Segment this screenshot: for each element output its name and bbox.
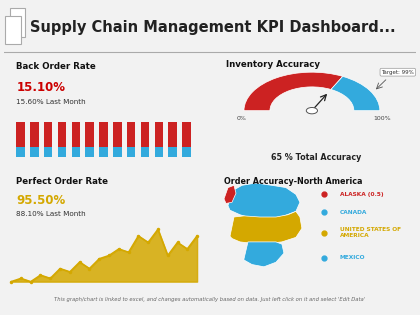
- Bar: [141, 147, 150, 157]
- Bar: [155, 122, 163, 147]
- Text: 0%: 0%: [237, 116, 247, 121]
- Text: 15.60% Last Month: 15.60% Last Month: [16, 99, 86, 105]
- Bar: [30, 122, 39, 147]
- Polygon shape: [228, 183, 300, 219]
- Wedge shape: [331, 76, 380, 111]
- Bar: [141, 122, 150, 147]
- Text: Target: 99%: Target: 99%: [381, 70, 414, 75]
- Wedge shape: [244, 72, 343, 111]
- Circle shape: [306, 107, 318, 114]
- Text: MEXICO: MEXICO: [340, 255, 365, 260]
- Bar: [127, 122, 136, 147]
- Text: 88.10% Last Month: 88.10% Last Month: [16, 211, 86, 217]
- Bar: [182, 122, 191, 147]
- Bar: [99, 147, 108, 157]
- Text: 95.50%: 95.50%: [16, 194, 66, 207]
- Bar: [58, 147, 66, 157]
- Polygon shape: [244, 242, 284, 267]
- Bar: [71, 147, 80, 157]
- Bar: [44, 147, 52, 157]
- Bar: [85, 147, 94, 157]
- Text: UNITED STATES OF AMERICA: UNITED STATES OF AMERICA: [340, 227, 401, 238]
- Bar: [71, 122, 80, 147]
- Text: CANADA: CANADA: [340, 210, 367, 215]
- Bar: [113, 122, 122, 147]
- Bar: [85, 122, 94, 147]
- Bar: [99, 122, 108, 147]
- Text: Supply Chain Management KPI Dashboard...: Supply Chain Management KPI Dashboard...: [30, 20, 395, 35]
- Text: Inventory Accuracy: Inventory Accuracy: [226, 60, 320, 69]
- Polygon shape: [230, 211, 302, 244]
- Bar: [16, 147, 25, 157]
- Bar: [113, 147, 122, 157]
- Bar: [44, 122, 52, 147]
- Bar: [182, 147, 191, 157]
- Text: Order Accuracy-North America: Order Accuracy-North America: [224, 177, 362, 186]
- Text: ALASKA (0.5): ALASKA (0.5): [340, 192, 383, 197]
- FancyBboxPatch shape: [10, 8, 25, 37]
- Text: 15.10%: 15.10%: [16, 81, 65, 94]
- Text: Back Order Rate: Back Order Rate: [16, 62, 96, 71]
- Text: 65 % Total Accuracy: 65 % Total Accuracy: [271, 152, 361, 162]
- FancyBboxPatch shape: [5, 16, 21, 44]
- Bar: [127, 147, 136, 157]
- Bar: [16, 122, 25, 147]
- Text: Perfect Order Rate: Perfect Order Rate: [16, 177, 108, 186]
- Bar: [155, 147, 163, 157]
- Polygon shape: [224, 185, 236, 203]
- Text: This graph/chart is linked to excel, and changes automatically based on data. Ju: This graph/chart is linked to excel, and…: [54, 297, 366, 302]
- Bar: [168, 122, 177, 147]
- Text: 100%: 100%: [373, 116, 391, 121]
- Bar: [58, 122, 66, 147]
- Bar: [168, 147, 177, 157]
- Bar: [30, 147, 39, 157]
